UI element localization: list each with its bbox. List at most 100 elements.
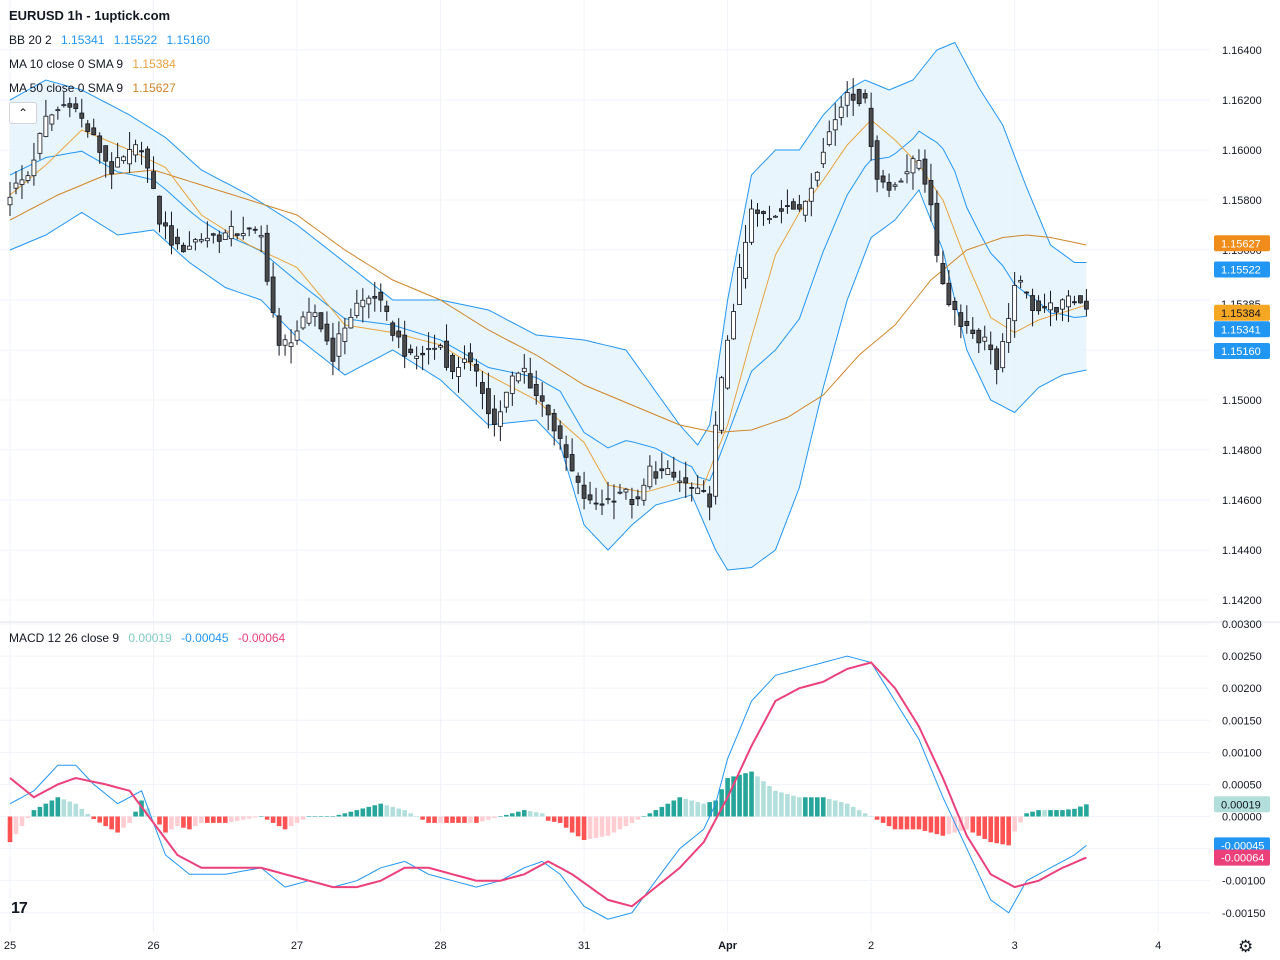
candle: [916, 160, 922, 169]
candle: [145, 148, 150, 169]
macd-hist-bar: [246, 816, 252, 819]
candle: [1042, 306, 1047, 309]
candle: [444, 340, 449, 368]
macd-hist-bar: [755, 776, 760, 817]
macd-hist-bar: [563, 816, 569, 828]
candle: [169, 225, 174, 246]
candle: [874, 140, 880, 180]
candle: [641, 484, 647, 501]
macd-hist-bar: [516, 811, 521, 817]
macd-hist-bar: [952, 816, 958, 833]
macd-hist-bar: [803, 797, 808, 817]
macd-hist-bar: [270, 816, 276, 823]
macd-hist-bar: [79, 808, 85, 817]
ma50-legend: MA 50 close 0 SMA 9 1.15627: [9, 81, 176, 95]
gear-icon[interactable]: ⚙: [1238, 937, 1254, 956]
macd-hist-bar: [109, 816, 114, 830]
time-tick-label: 2: [868, 940, 874, 952]
candle: [198, 239, 204, 242]
bb-value-1: 1.15341: [61, 33, 105, 47]
tradingview-logo[interactable]: 17: [11, 900, 28, 917]
candle: [886, 181, 892, 191]
candle: [432, 347, 437, 350]
macd-hist-bar: [850, 806, 856, 817]
time-tick-label: 31: [578, 940, 590, 952]
candle: [844, 92, 850, 106]
macd-hist-bar: [151, 816, 156, 817]
macd-hist-bar: [1048, 810, 1053, 817]
price-tick-label: 1.15000: [1222, 395, 1262, 407]
candles: [7, 78, 1089, 521]
candle: [928, 180, 934, 206]
candle: [713, 424, 719, 497]
candle: [611, 500, 617, 503]
macd-hist-bar: [13, 816, 19, 835]
price-tick-label: 1.14400: [1222, 545, 1262, 557]
macd-hist-bar: [635, 816, 641, 820]
macd-hist-bar: [258, 816, 264, 817]
candle: [282, 339, 288, 346]
candle: [689, 486, 695, 489]
candle: [234, 233, 240, 236]
macd-hist-bar: [791, 795, 796, 817]
macd-hist-bar: [988, 816, 994, 843]
price-label-tag: 1.15522: [1221, 265, 1261, 277]
candle: [946, 282, 952, 306]
candle: [677, 480, 683, 483]
macd-hist-bar: [868, 816, 874, 817]
macd-label-tag: -0.00064: [1221, 853, 1264, 865]
candle: [474, 363, 479, 372]
candle: [665, 467, 671, 476]
macd-hist-bar: [103, 816, 108, 827]
candle: [420, 352, 426, 356]
macd-hist-bar: [240, 816, 246, 820]
candle: [737, 267, 742, 305]
macd-hist-bar: [976, 816, 982, 836]
macd-hist-bar: [767, 786, 772, 817]
macd-hist-bar: [832, 800, 838, 817]
candle: [695, 487, 701, 494]
ma10-legend: MA 10 close 0 SMA 9 1.15384: [9, 57, 176, 71]
candle: [521, 367, 527, 373]
candle: [13, 182, 19, 189]
candle: [1060, 299, 1065, 310]
candle: [330, 337, 336, 362]
ma50-label: MA 50 close 0 SMA 9: [9, 81, 124, 95]
candle: [348, 316, 354, 329]
time-tick-label: 3: [1012, 940, 1018, 952]
macd-hist-bar: [31, 810, 37, 817]
macd-hist-bar: [599, 816, 605, 837]
price-tick-label: 1.16400: [1222, 45, 1262, 57]
candle: [808, 187, 814, 202]
macd-hist-bar: [360, 808, 366, 817]
candle: [826, 131, 832, 145]
macd-hist-bar: [892, 816, 898, 830]
candle: [252, 228, 258, 231]
macd-hist-bar: [964, 816, 970, 830]
macd-hist-bar: [647, 813, 653, 817]
macd-hist-bar: [55, 797, 61, 817]
candle: [1024, 291, 1029, 294]
bb-value-2: 1.15522: [113, 33, 158, 47]
candle: [952, 300, 958, 311]
candle: [1072, 301, 1077, 304]
macd-hist-bar: [785, 794, 790, 817]
candle: [306, 311, 312, 324]
macd-hist-bar: [928, 816, 934, 833]
macd-hist-value: 0.00019: [128, 631, 172, 645]
macd-hist-bar: [605, 816, 611, 836]
macd-hist-bar: [181, 816, 186, 828]
macd-hist-bar: [557, 816, 563, 823]
candle: [258, 235, 264, 238]
candle: [37, 133, 43, 154]
macd-hist-bar: [1000, 816, 1005, 845]
collapse-legend-button[interactable]: ⌃: [9, 102, 37, 124]
candle: [587, 494, 593, 501]
candle: [354, 302, 360, 316]
macd-hist-bar: [719, 789, 724, 817]
macd-hist-bar: [396, 808, 401, 817]
macd-tick-label: 0.00150: [1222, 715, 1262, 727]
candle: [725, 339, 730, 389]
macd-label-tag: 0.00019: [1221, 799, 1261, 811]
